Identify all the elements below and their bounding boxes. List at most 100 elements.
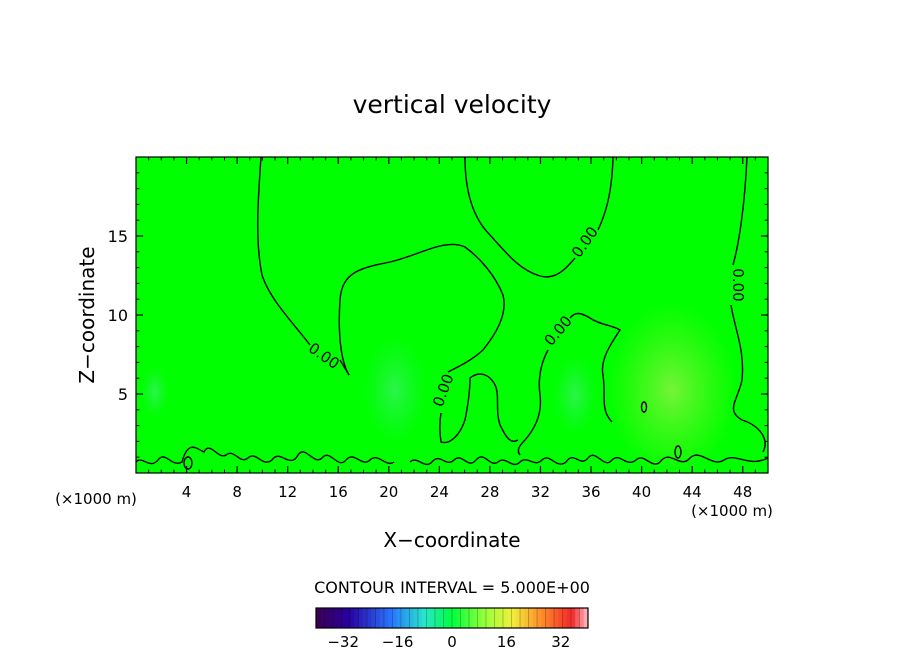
colorbar-cell (388, 608, 393, 628)
contour-closed (640, 401, 648, 413)
contour-label: 0.00 (729, 268, 747, 301)
colorbar-tick-label: −32 (327, 633, 359, 651)
contour-line (409, 454, 768, 466)
x-tick-label: 12 (278, 483, 297, 501)
contour-line (517, 312, 621, 456)
colorbar-cell (558, 608, 563, 628)
colorbar-cell (409, 608, 415, 628)
x-tick-label: 4 (182, 483, 192, 501)
colorbar-cell (486, 608, 491, 628)
colorbar-cell (324, 608, 330, 628)
colorbar-cell (358, 608, 364, 628)
colorbar-cell (498, 608, 504, 628)
y-axis-label: Z−coordinate (75, 246, 99, 383)
colorbar-cell (503, 608, 508, 628)
colorbar-cell (413, 608, 419, 628)
colorbar-cell (515, 608, 521, 628)
colorbar-cell (316, 608, 321, 628)
colorbar-cell (532, 608, 538, 628)
x-axis-label: X−coordinate (383, 528, 520, 552)
colorbar-cell (362, 608, 368, 628)
x-tick-label: 44 (683, 483, 702, 501)
colorbar-frame (315, 607, 589, 629)
colorbar-cell (566, 608, 572, 628)
colorbar-cell (520, 608, 525, 628)
colorbar (315, 607, 589, 629)
y-tick-label: 10 (108, 306, 128, 325)
colorbar-cell (375, 608, 381, 628)
colorbar-cell (341, 608, 347, 628)
colorbar-cell (384, 608, 389, 628)
x-tick-label: 32 (531, 483, 550, 501)
colorbar-ticks: −32 −16 0 16 32 (327, 633, 570, 651)
x-unit-right: (×1000 m) (691, 502, 773, 520)
colorbar-tick-label: −16 (382, 633, 414, 651)
colorbar-cell (490, 608, 495, 628)
colorbar-cell (439, 608, 444, 628)
colorbar-cell (460, 608, 466, 628)
contour-interval-text: CONTOUR INTERVAL = 5.000E+00 (314, 578, 590, 597)
colorbar-cell (337, 608, 342, 628)
colorbar-cell (320, 608, 325, 628)
x-tick-label: 48 (733, 483, 752, 501)
heatmap-region-mid (553, 355, 597, 435)
chart-title: vertical velocity (353, 90, 552, 119)
colorbar-cell (345, 608, 351, 628)
colorbar-cell (443, 608, 449, 628)
colorbar-cell (537, 608, 542, 628)
colorbar-cell (452, 608, 457, 628)
colorbar-cell (350, 608, 355, 628)
colorbar-cell (464, 608, 470, 628)
colorbar-cell (396, 608, 402, 628)
colorbar-cell (426, 608, 432, 628)
heatmap-region-center (363, 335, 427, 445)
heatmap-region-west (141, 366, 169, 418)
x-tick-label: 40 (632, 483, 651, 501)
colorbar-cell (328, 608, 334, 628)
colorbar-cell (430, 608, 436, 628)
colorbar-cell (511, 608, 517, 628)
colorbar-cell (405, 608, 410, 628)
colorbar-cell (541, 608, 546, 628)
colorbar-cell (456, 608, 461, 628)
colorbar-cell (562, 608, 568, 628)
contour-closed (674, 445, 682, 459)
colorbar-cell (367, 608, 372, 628)
colorbar-cell (549, 608, 555, 628)
colorbar-cell (447, 608, 453, 628)
colorbar-cell (545, 608, 551, 628)
colorbar-tick-label: 32 (551, 633, 570, 651)
colorbar-cell (435, 608, 440, 628)
x-tick-label: 20 (379, 483, 398, 501)
x-axis: 4 8 12 16 20 24 28 32 36 40 44 48 (148, 157, 756, 501)
contour-line (439, 373, 519, 444)
colorbar-cell (401, 608, 406, 628)
y-axis: 5 10 15 (108, 172, 768, 458)
colorbar-cell (481, 608, 487, 628)
x-tick-label: 8 (232, 483, 242, 501)
colorbar-cell (583, 608, 589, 628)
colorbar-cell (422, 608, 427, 628)
contour-line (464, 157, 614, 278)
x-unit-left: (×1000 m) (55, 490, 137, 508)
colorbar-cell (418, 608, 423, 628)
colorbar-cell (554, 608, 559, 628)
y-tick-label: 15 (108, 227, 128, 246)
colorbar-cell (354, 608, 359, 628)
colorbar-cell (333, 608, 338, 628)
colorbar-cell (507, 608, 512, 628)
heatmap-field: 0.00 0.00 0.00 0.00 0.00 (136, 157, 768, 473)
colorbar-cell (528, 608, 534, 628)
x-tick-label: 28 (480, 483, 499, 501)
colorbar-cell (575, 608, 580, 628)
y-tick-label: 5 (118, 385, 128, 404)
colorbar-cell (571, 608, 576, 628)
x-tick-label: 16 (329, 483, 348, 501)
colorbar-tick-label: 16 (497, 633, 516, 651)
colorbar-cell (379, 608, 385, 628)
contour-line (730, 157, 766, 453)
x-tick-label: 24 (430, 483, 449, 501)
contour-lines (136, 157, 768, 470)
colorbar-tick-label: 0 (447, 633, 457, 651)
